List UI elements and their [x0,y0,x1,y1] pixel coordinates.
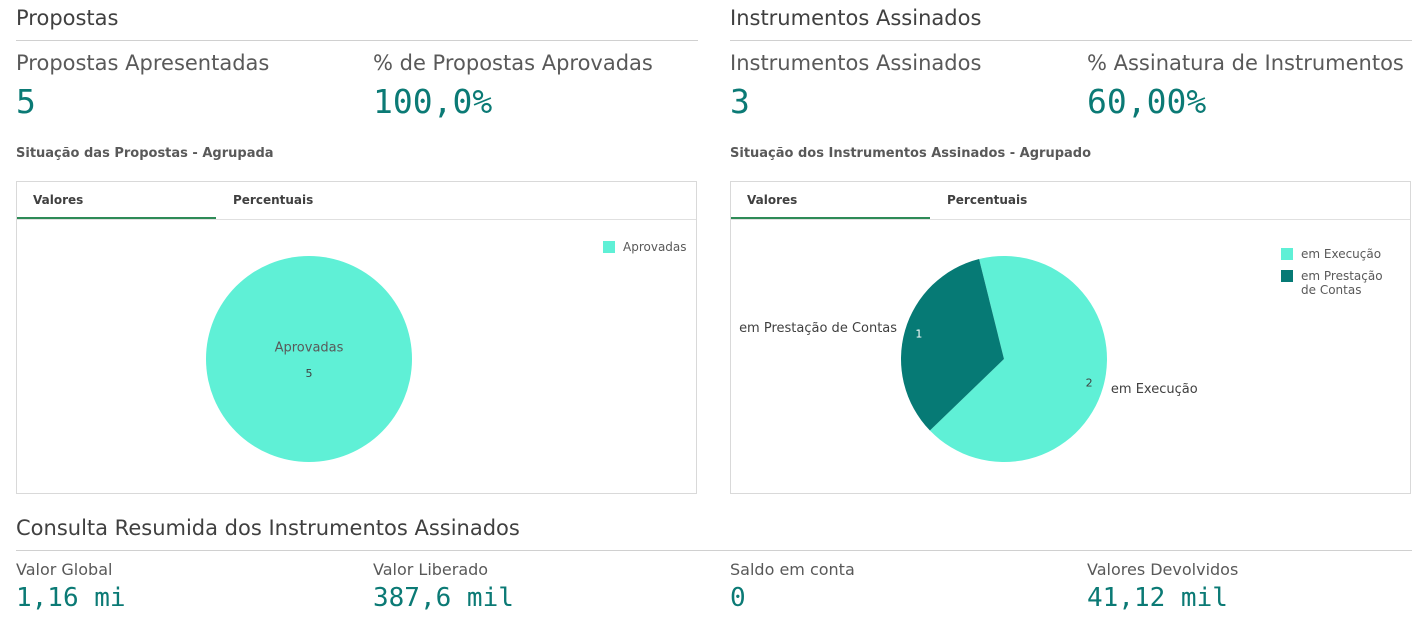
legend-swatch [1281,270,1293,282]
summary-title: Consulta Resumida dos Instrumentos Assin… [16,516,520,540]
legend-item: em Prestação de Contas [1281,269,1401,297]
kpi-value: 5 [16,82,36,121]
rule [730,40,1412,41]
kpi-value: 60,00% [1087,82,1207,121]
legend-item: Aprovadas [603,240,723,254]
tab[interactable]: Percentuais [947,193,1028,207]
pie-chart: Aprovadas 5 [206,256,412,462]
summary-label: Valores Devolvidos [1087,560,1239,579]
summary-value: 41,12 mil [1087,583,1228,613]
tab[interactable]: Valores [17,182,216,219]
legend-swatch [603,241,615,253]
summary-label: Valor Global [16,560,113,579]
kpi-label: Instrumentos Assinados [730,51,982,75]
legend-item: em Execução [1281,247,1401,261]
kpi-value: 100,0% [373,82,493,121]
slice-label: Aprovadas [275,341,344,356]
legend-label: Aprovadas [623,240,687,254]
slice-label: em Execução [1111,382,1198,397]
tab[interactable]: Valores [731,182,930,219]
kpi-label: % Assinatura de Instrumentos [1087,51,1404,75]
legend-swatch [1281,248,1293,260]
kpi-label: % de Propostas Aprovadas [373,51,653,75]
summary-label: Saldo em conta [730,560,855,579]
section-title: Propostas [16,6,119,30]
chart-box: Valores Percentuais em Execução em Prestaçã… [730,181,1411,494]
legend: em Execução em Prestação de Contas [1281,247,1401,305]
legend-label: em Prestação de Contas [1301,269,1383,297]
legend: Aprovadas [603,240,723,262]
summary-value: 387,6 mil [373,583,514,613]
tab-divider [731,219,1410,220]
rule [16,550,1412,551]
summary-value: 0 [730,583,746,613]
chart-title: Situação dos Instrumentos Assinados - Ag… [730,146,1092,161]
pie-slice [929,256,1107,462]
pie-slice [206,256,412,462]
chart-title: Situação das Propostas - Agrupada [16,146,274,161]
pie-slice [901,259,1004,431]
value-label: 2 [1086,376,1093,389]
section-title: Instrumentos Assinados [730,6,982,30]
rule [16,40,698,41]
value-label: 5 [306,367,313,380]
summary-value: 1,16 mi [16,583,126,613]
value-label: 1 [915,328,922,341]
kpi-value: 3 [730,82,750,121]
chart-box: Valores Percentuais Aprovadas Aprovadas 5 [16,181,697,494]
pie-chart: 2 em Execução 1 em Prestação de Contas [739,256,1198,462]
tab-divider [17,219,696,220]
legend-label: em Execução [1301,247,1382,261]
kpi-label: Propostas Apresentadas [16,51,270,75]
summary-label: Valor Liberado [373,560,489,579]
tab[interactable]: Percentuais [233,193,314,207]
slice-label: em Prestação de Contas [739,321,897,336]
